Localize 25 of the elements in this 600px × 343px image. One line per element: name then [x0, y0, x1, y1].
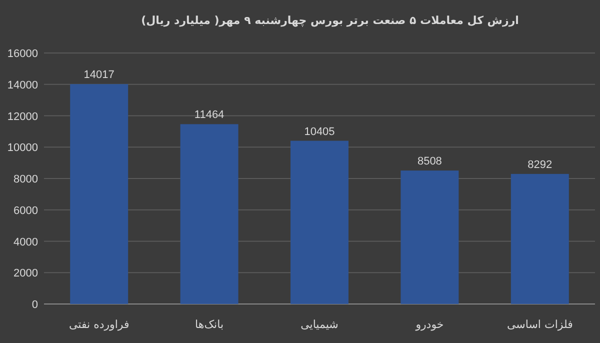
y-tick-label: 8000 [14, 174, 38, 186]
y-tick-label: 4000 [14, 236, 38, 248]
y-tick-label: 14000 [7, 79, 38, 92]
bar [400, 170, 459, 304]
x-tick-label: شیمیایی [300, 318, 338, 331]
chart-title: ارزش کل معاملات ۵ صنعت برتر بورس چهارشنبه ۹ مهر( میلیارد ریال) [141, 14, 519, 27]
data-label: 14017 [84, 69, 114, 82]
data-label: 8292 [528, 158, 552, 171]
x-tick-label: فلزات اساسی [506, 318, 573, 331]
y-tick-label: 2000 [14, 268, 38, 280]
bar [290, 140, 348, 304]
x-tick-label: خودرو [414, 318, 444, 331]
y-tick-label: 16000 [7, 48, 38, 60]
y-tick-label: 0 [32, 299, 38, 311]
y-tick-label: 6000 [14, 204, 38, 217]
data-label: 10405 [304, 126, 335, 138]
y-tick-label: 10000 [7, 142, 38, 154]
data-label: 11464 [194, 109, 224, 122]
bar [510, 174, 569, 304]
x-tick-label: فراورده نفتی [68, 318, 130, 331]
bar [70, 84, 128, 304]
data-label: 8508 [417, 156, 442, 168]
x-tick-label: بانک‌ها [195, 318, 224, 331]
bar [180, 124, 238, 304]
y-tick-label: 12000 [7, 110, 38, 123]
